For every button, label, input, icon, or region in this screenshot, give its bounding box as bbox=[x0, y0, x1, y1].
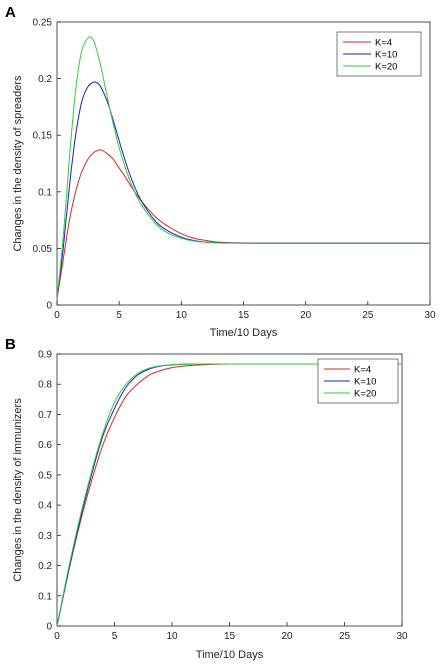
y-tick-label-a-3: 0.15 bbox=[33, 131, 53, 142]
y-tick-label-a-5: 0.25 bbox=[33, 18, 53, 29]
x-tick-label-b-0: 0 bbox=[54, 631, 60, 642]
y-tick-label-b-6: 0.6 bbox=[38, 440, 52, 451]
series-lines-b bbox=[56, 363, 402, 627]
x-tick-label-a-3: 15 bbox=[238, 310, 250, 321]
y-tick-label-b-8: 0.8 bbox=[38, 380, 52, 391]
y-ticks-b: 0 0.1 0.2 0.3 0.4 0.5 0.6 0.7 0.8 0.9 bbox=[38, 350, 61, 633]
y-tick-label-b-4: 0.4 bbox=[38, 501, 52, 512]
x-tick-label-b-1: 5 bbox=[112, 631, 118, 642]
x-tick-label-b-3: 15 bbox=[224, 631, 236, 642]
panel-label-b: B bbox=[5, 336, 16, 353]
y-tick-label-b-7: 0.7 bbox=[38, 410, 52, 421]
y-tick-label-b-0: 0 bbox=[46, 622, 52, 633]
y-tick-label-b-5: 0.5 bbox=[38, 470, 52, 481]
legend-label-b-0: K=4 bbox=[354, 365, 371, 376]
chart-a: A 0 5 10 15 20 25 30 0 0.05 0.1 0.15 0.2 0.25 Time/… bbox=[5, 4, 436, 339]
x-axis-label-a: Time/10 Days bbox=[210, 327, 278, 339]
x-tick-label-a-5: 25 bbox=[362, 310, 374, 321]
x-ticks-b: 0 5 10 15 20 25 30 bbox=[54, 622, 408, 642]
y-tick-label-b-2: 0.2 bbox=[38, 561, 52, 572]
y-ticks-a: 0 0.05 0.1 0.15 0.2 0.25 bbox=[33, 18, 61, 312]
x-tick-label-a-2: 10 bbox=[176, 310, 188, 321]
y-axis-label-b: Changes in the density of immunizers bbox=[12, 398, 24, 582]
x-tick-label-a-1: 5 bbox=[116, 310, 122, 321]
series-lines-a bbox=[56, 36, 430, 300]
legend-label-a-2: K=20 bbox=[375, 62, 397, 73]
y-tick-label-b-1: 0.1 bbox=[38, 591, 52, 602]
x-tick-label-b-5: 25 bbox=[339, 631, 351, 642]
x-tick-label-a-6: 30 bbox=[424, 310, 436, 321]
x-tick-label-b-6: 30 bbox=[396, 631, 408, 642]
legend-label-b-1: K=10 bbox=[354, 377, 376, 388]
y-tick-label-a-4: 0.2 bbox=[38, 74, 52, 85]
legend-b: K=4 K=10 K=20 bbox=[317, 358, 399, 404]
x-tick-label-a-4: 20 bbox=[300, 310, 312, 321]
y-tick-label-b-3: 0.3 bbox=[38, 531, 52, 542]
x-tick-label-b-2: 10 bbox=[166, 631, 178, 642]
y-tick-label-b-9: 0.9 bbox=[38, 350, 52, 361]
x-tick-label-b-4: 20 bbox=[281, 631, 293, 642]
x-tick-label-a-0: 0 bbox=[54, 310, 60, 321]
series-line-a-2 bbox=[56, 36, 430, 300]
x-ticks-a: 0 5 10 15 20 25 30 bbox=[54, 301, 436, 321]
y-axis-label-a: Changes in the density of spreaders bbox=[12, 75, 24, 252]
legend-a: K=4 K=10 K=20 bbox=[336, 31, 422, 77]
chart-b: B 0 5 10 15 20 25 30 0 0.1 0.2 0.3 0.4 0.5 0.6 0.7 0.8… bbox=[5, 336, 408, 661]
y-tick-label-a-1: 0.05 bbox=[33, 244, 53, 255]
series-line-b-2 bbox=[56, 363, 402, 627]
legend-label-b-2: K=20 bbox=[354, 389, 376, 400]
x-axis-label-b: Time/10 Days bbox=[196, 649, 264, 661]
legend-label-a-0: K=4 bbox=[375, 38, 392, 49]
y-tick-label-a-2: 0.1 bbox=[38, 187, 52, 198]
legend-label-a-1: K=10 bbox=[375, 50, 397, 61]
panel-label-a: A bbox=[5, 4, 16, 21]
y-tick-label-a-0: 0 bbox=[46, 301, 52, 312]
